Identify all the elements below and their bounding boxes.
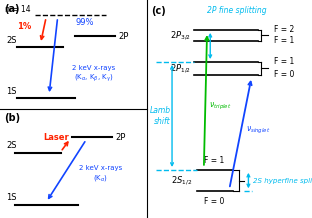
Text: 99%: 99% bbox=[76, 18, 94, 27]
Text: 2 keV x-rays
(K$_{\alpha}$, K$_{\beta}$, K$_{\gamma}$): 2 keV x-rays (K$_{\alpha}$, K$_{\beta}$,… bbox=[72, 65, 115, 84]
Text: F = 2: F = 2 bbox=[274, 26, 294, 34]
Text: n = 14: n = 14 bbox=[5, 5, 30, 14]
Text: 1%: 1% bbox=[17, 22, 32, 31]
Text: 2P: 2P bbox=[115, 133, 125, 142]
Text: 1S: 1S bbox=[6, 193, 17, 202]
Text: F = 0: F = 0 bbox=[204, 197, 224, 206]
Text: 1S: 1S bbox=[6, 87, 17, 96]
Text: F = 1: F = 1 bbox=[274, 58, 294, 66]
Text: 2S: 2S bbox=[6, 36, 17, 45]
Text: $\nu_{triplet}$: $\nu_{triplet}$ bbox=[208, 101, 231, 112]
Text: 2S hyperfine splitting: 2S hyperfine splitting bbox=[253, 177, 312, 184]
Text: F = 0: F = 0 bbox=[274, 70, 294, 79]
Text: $2S_{1/2}$: $2S_{1/2}$ bbox=[171, 174, 193, 187]
Text: Lamb
shift: Lamb shift bbox=[149, 106, 170, 126]
Text: (c): (c) bbox=[151, 7, 166, 16]
Text: (b): (b) bbox=[5, 113, 21, 123]
Text: (a): (a) bbox=[5, 4, 20, 14]
Text: 2P: 2P bbox=[118, 32, 128, 41]
Text: $\nu_{singlet}$: $\nu_{singlet}$ bbox=[246, 125, 270, 136]
Text: $2P_{1/2}$: $2P_{1/2}$ bbox=[170, 62, 191, 75]
Text: 2 keV x-rays
(K$_{\alpha}$): 2 keV x-rays (K$_{\alpha}$) bbox=[79, 165, 122, 183]
Text: 2P fine splitting: 2P fine splitting bbox=[207, 7, 267, 15]
Text: 2S: 2S bbox=[6, 141, 17, 150]
Text: $2P_{3/2}$: $2P_{3/2}$ bbox=[170, 29, 191, 42]
Text: F = 1: F = 1 bbox=[204, 156, 224, 165]
Text: Laser: Laser bbox=[43, 133, 69, 142]
Text: F = 1: F = 1 bbox=[274, 36, 294, 45]
